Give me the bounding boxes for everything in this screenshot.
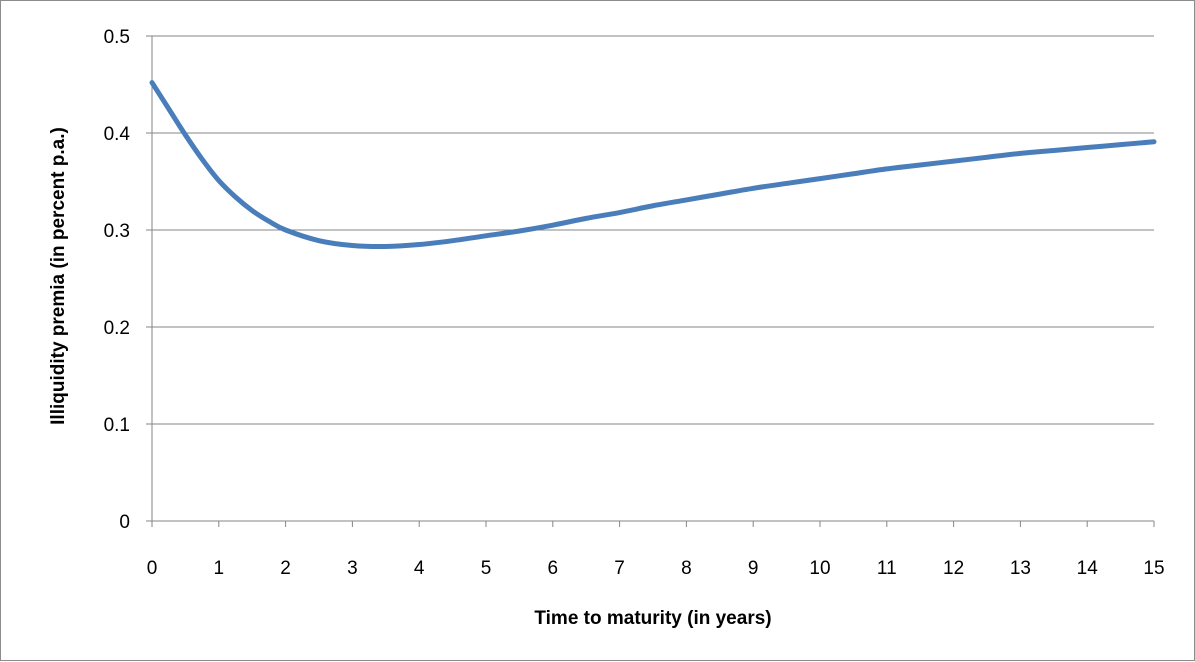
- x-tick-label: 3: [347, 558, 358, 579]
- x-tick-label: 6: [548, 558, 559, 579]
- x-tick-label: 13: [1010, 558, 1031, 579]
- x-tick-label: 2: [280, 558, 291, 579]
- gridlines: [152, 36, 1154, 424]
- y-tick-label: 0.5: [104, 27, 130, 48]
- x-tick-label: 0: [147, 558, 158, 579]
- x-axis-title: Time to maturity (in years): [534, 608, 771, 629]
- x-tick-label: 7: [614, 558, 625, 579]
- y-tick-label: 0: [119, 512, 130, 533]
- x-tick-label: 8: [681, 558, 692, 579]
- x-tick-label: 12: [943, 558, 964, 579]
- axes: [146, 36, 1154, 527]
- y-tick-labels: 0 0.1 0.2 0.3 0.4 0.5: [104, 27, 131, 533]
- x-tick-label: 5: [481, 558, 492, 579]
- x-tick-label: 15: [1143, 558, 1164, 579]
- y-tick-label: 0.3: [104, 221, 130, 242]
- x-tick-label: 11: [877, 558, 897, 579]
- x-tick-label: 10: [809, 558, 830, 579]
- series-line-0: [152, 83, 1154, 247]
- series-layer: [152, 82, 1154, 246]
- x-tick-label: 1: [214, 558, 225, 579]
- x-tick-label: 14: [1077, 558, 1099, 579]
- y-axis-title: Illiquidity premia (in percent p.a.): [48, 127, 69, 425]
- x-tick-label: 4: [414, 558, 425, 579]
- y-tick-label: 0.2: [104, 318, 130, 339]
- x-tick-label: 9: [748, 558, 759, 579]
- y-tick-label: 0.4: [104, 124, 131, 145]
- y-tick-label: 0.1: [104, 415, 130, 436]
